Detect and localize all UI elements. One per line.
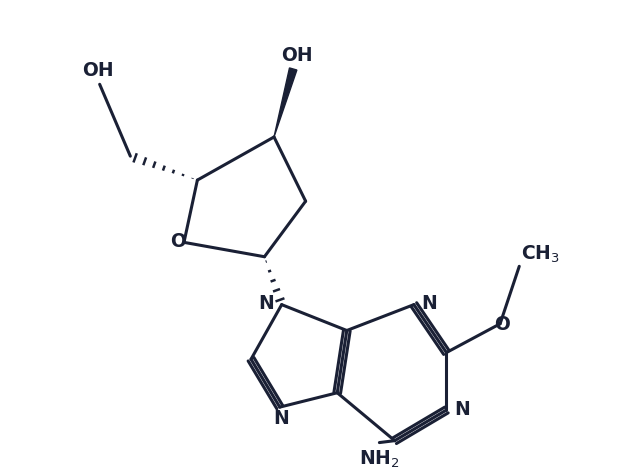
Text: OH: OH bbox=[82, 62, 113, 80]
Text: OH: OH bbox=[281, 46, 313, 65]
Text: N: N bbox=[422, 294, 437, 313]
Text: N: N bbox=[259, 294, 274, 313]
Text: O: O bbox=[170, 232, 186, 251]
Text: O: O bbox=[494, 315, 510, 334]
Polygon shape bbox=[274, 68, 297, 137]
Text: NH$_2$: NH$_2$ bbox=[359, 448, 399, 470]
Text: N: N bbox=[454, 400, 470, 419]
Text: CH$_3$: CH$_3$ bbox=[521, 244, 560, 266]
Text: N: N bbox=[273, 409, 289, 428]
